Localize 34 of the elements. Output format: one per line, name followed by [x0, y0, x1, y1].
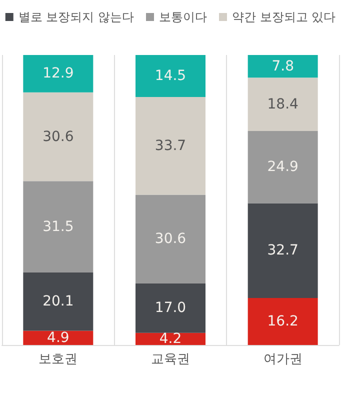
data-label: 30.6: [42, 128, 74, 145]
data-label: 24.9: [267, 159, 298, 176]
data-label: 4.9: [47, 330, 70, 346]
bar: [23, 181, 94, 272]
data-label: 18.4: [267, 96, 299, 112]
data-label: 17.0: [154, 300, 186, 316]
data-label: 30.6: [154, 231, 186, 248]
bar: [136, 284, 206, 333]
bar: [248, 130, 318, 204]
data-label: 32.7: [267, 242, 298, 259]
bar: [136, 194, 206, 284]
x-tick-label: 여가권: [263, 352, 302, 367]
legend-label: 보통이다: [159, 10, 207, 24]
data-label: 31.5: [42, 218, 74, 235]
data-label: 12.9: [42, 66, 74, 82]
bar: [23, 92, 94, 182]
x-tick-label: 교육권: [151, 352, 190, 367]
legend-label: 별로 보장되지 않는다: [18, 10, 134, 24]
data-label: 4.2: [159, 330, 182, 347]
bar: [248, 55, 318, 78]
bar: [23, 55, 94, 92]
data-label: 16.2: [267, 314, 298, 330]
bar: [248, 78, 318, 131]
data-label: 33.7: [154, 138, 186, 154]
bar: [136, 97, 206, 195]
x-tick-label: 보호권: [38, 352, 78, 367]
data-label: 14.5: [154, 68, 186, 84]
bar: [248, 203, 318, 298]
data-label: 20.1: [42, 294, 74, 310]
bar: [136, 55, 206, 98]
bar: [23, 272, 94, 331]
bar: [248, 298, 318, 345]
data-label: 7.8: [272, 58, 294, 74]
legend-label: 약간 보장되고 있다: [232, 10, 336, 24]
